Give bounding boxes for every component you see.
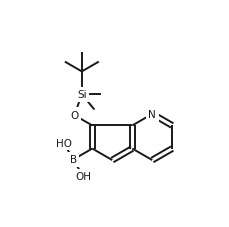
Text: B: B — [69, 155, 76, 165]
Text: OH: OH — [75, 172, 91, 182]
Text: O: O — [70, 111, 78, 121]
Text: N: N — [148, 109, 155, 119]
Text: HO: HO — [55, 138, 71, 148]
Text: Si: Si — [77, 90, 86, 100]
